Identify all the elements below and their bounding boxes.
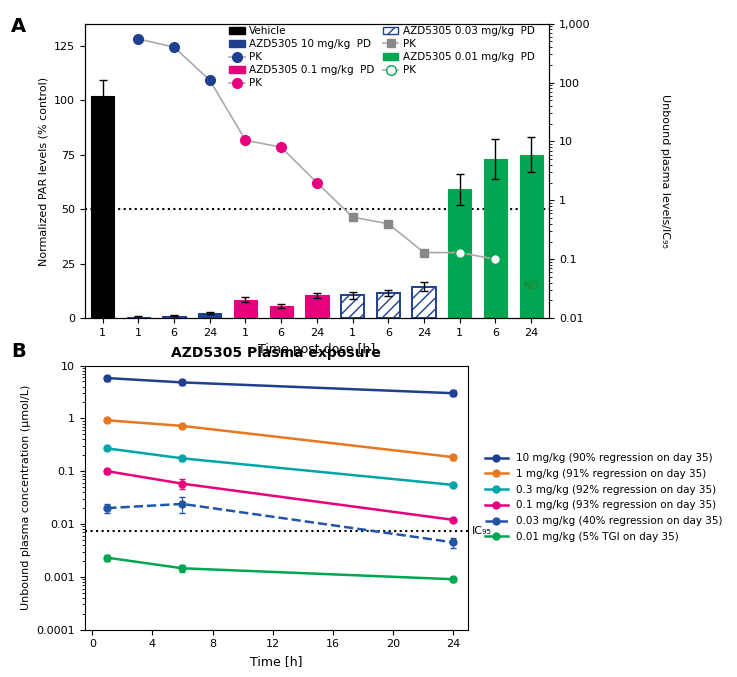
Text: A: A xyxy=(11,17,27,36)
Bar xyxy=(413,286,436,318)
Bar xyxy=(91,95,114,318)
Title: AZD5305 Plasma exposure: AZD5305 Plasma exposure xyxy=(172,346,381,360)
Y-axis label: Unbound plasma concentration (μmol/L): Unbound plasma concentration (μmol/L) xyxy=(21,385,31,610)
Y-axis label: Normalized PAR levels (% control): Normalized PAR levels (% control) xyxy=(38,77,49,265)
Bar xyxy=(270,306,293,318)
Y-axis label: Unbound plasma levels/IC₉₅: Unbound plasma levels/IC₉₅ xyxy=(660,94,670,248)
Bar xyxy=(341,295,364,318)
Bar xyxy=(234,300,257,318)
Legend: Vehicle, AZD5305 10 mg/kg  PD, PK, AZD5305 0.1 mg/kg  PD, PK, AZD5305 0.03 mg/kg: Vehicle, AZD5305 10 mg/kg PD, PK, AZD530… xyxy=(229,26,534,89)
Bar xyxy=(413,286,436,318)
Bar xyxy=(341,295,364,318)
Text: ND: ND xyxy=(524,281,539,291)
Bar xyxy=(377,293,400,318)
Bar xyxy=(198,313,221,318)
X-axis label: Time post dose [h]: Time post dose [h] xyxy=(258,343,376,357)
Bar xyxy=(162,315,186,318)
X-axis label: Time [h]: Time [h] xyxy=(250,655,303,668)
Bar xyxy=(448,190,472,318)
Bar xyxy=(377,293,400,318)
Legend: 10 mg/kg (90% regression on day 35), 1 mg/kg (91% regression on day 35), 0.3 mg/: 10 mg/kg (90% regression on day 35), 1 m… xyxy=(485,454,722,542)
Text: B: B xyxy=(11,342,26,361)
Bar xyxy=(305,295,329,318)
Bar xyxy=(127,317,150,318)
Bar xyxy=(484,159,507,318)
Text: IC₉₅: IC₉₅ xyxy=(472,525,492,536)
Bar xyxy=(520,154,543,318)
